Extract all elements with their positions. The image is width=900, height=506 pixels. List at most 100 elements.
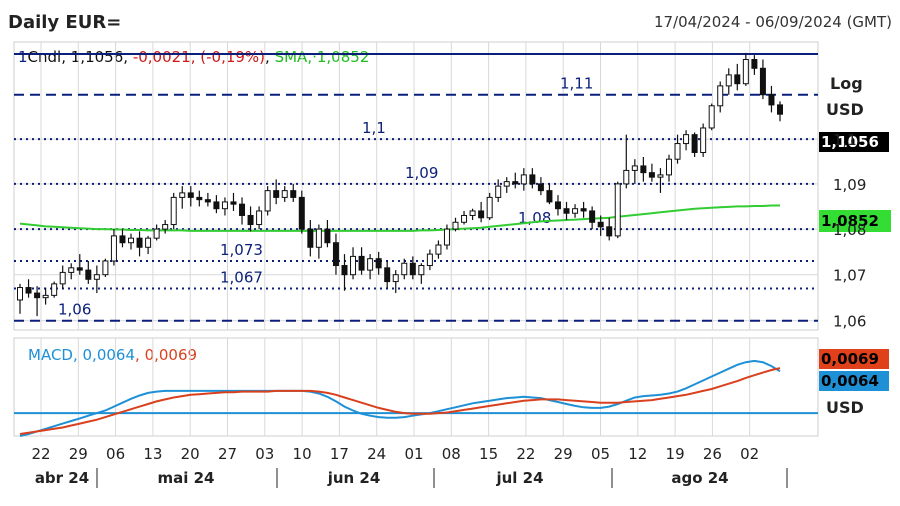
candle: [546, 183, 553, 205]
x-tick-label: 24: [367, 445, 386, 463]
candles: [17, 52, 783, 317]
x-tick-label: 20: [181, 445, 200, 463]
candle: [358, 247, 365, 275]
candle-body: [204, 199, 211, 203]
candle-body: [162, 224, 169, 230]
candle-body: [239, 203, 246, 216]
x-tick-label: 10: [293, 445, 312, 463]
candle-body: [85, 269, 92, 280]
candle-body: [392, 274, 399, 283]
month-label: abr 24: [35, 469, 89, 487]
x-tick-label: 05: [591, 445, 610, 463]
candle: [128, 233, 135, 250]
candle-body: [110, 235, 117, 262]
x-tick-label: 29: [554, 445, 573, 463]
macd-currency-label: USD: [826, 398, 864, 417]
candle-body: [409, 262, 416, 276]
candle-body: [572, 208, 579, 214]
candle: [486, 192, 493, 221]
candle-body: [367, 258, 374, 271]
candle-body: [230, 201, 237, 205]
candle: [401, 258, 408, 280]
candle-body: [179, 192, 186, 198]
macd-badge: 0,0064: [819, 371, 889, 391]
candle-body: [76, 267, 83, 271]
candle-body: [614, 183, 621, 237]
y-tick-label: 1,07: [833, 267, 866, 285]
candle: [298, 190, 305, 234]
candle-body: [324, 228, 331, 244]
candle: [648, 163, 655, 182]
candle-body: [640, 165, 647, 174]
grid: [13, 41, 819, 437]
candle: [247, 206, 254, 232]
candle: [230, 192, 237, 211]
level-label: 1,1: [362, 119, 386, 137]
candle: [187, 186, 194, 207]
candle-body: [187, 192, 194, 198]
x-tick-label: 01: [404, 445, 423, 463]
chart-title: Daily EUR=: [8, 12, 122, 33]
candle: [623, 134, 630, 189]
candle-body: [665, 158, 672, 176]
signal-value: 0,0069: [144, 346, 198, 364]
candle: [580, 201, 587, 218]
candle-body: [700, 127, 707, 153]
x-tick-label: 15: [479, 445, 498, 463]
candle-body: [503, 181, 510, 187]
candle: [589, 206, 596, 230]
candle: [204, 192, 211, 207]
candle-body: [51, 283, 58, 296]
macd-line: [19, 359, 781, 437]
candle-body: [623, 169, 630, 185]
x-tick-label: 12: [628, 445, 647, 463]
candle: [418, 263, 425, 284]
x-tick-label: 13: [143, 445, 162, 463]
candle: [290, 183, 297, 202]
candle: [563, 201, 570, 221]
price-change-pct: (-0,19%): [200, 48, 266, 66]
candle: [221, 197, 228, 216]
candle: [683, 130, 690, 151]
x-tick-label: 17: [330, 445, 349, 463]
candle: [196, 190, 203, 207]
candle: [281, 186, 288, 202]
candle: [725, 68, 732, 95]
candle: [17, 283, 23, 314]
sma-series: [19, 204, 780, 232]
last-price-badge: 1,1056: [819, 132, 889, 152]
candle-body: [136, 237, 143, 248]
candle: [93, 265, 100, 294]
x-tick-label: 02: [740, 445, 759, 463]
candle-body: [495, 185, 502, 198]
candle-body: [435, 244, 442, 255]
level-label: 1,08: [518, 209, 551, 227]
x-tick-label: 27: [218, 445, 237, 463]
candle-body: [264, 190, 271, 212]
candle-body: [674, 143, 681, 160]
candle-body: [512, 181, 519, 185]
candle-body: [554, 201, 561, 210]
level-label: 1,073: [220, 241, 263, 259]
candle: [674, 134, 681, 164]
candle: [367, 254, 374, 280]
y-tick-label: 1,08: [833, 221, 866, 239]
candle: [85, 260, 92, 284]
candle: [503, 177, 510, 193]
candle-body: [589, 210, 596, 223]
candle-body: [452, 221, 459, 230]
level-label: 1,11: [560, 75, 593, 93]
candle: [51, 281, 58, 298]
sma-value: 1,0852: [316, 48, 370, 66]
x-tick-label: 22: [516, 445, 535, 463]
candle-body: [375, 258, 382, 269]
candle-body: [580, 208, 587, 212]
price-currency-label: USD: [826, 100, 864, 119]
candle: [734, 63, 741, 91]
candle: [452, 217, 459, 232]
candle-body: [332, 242, 339, 267]
month-label: jun 24: [327, 469, 381, 487]
candle-body: [725, 74, 732, 87]
candle: [350, 247, 357, 280]
